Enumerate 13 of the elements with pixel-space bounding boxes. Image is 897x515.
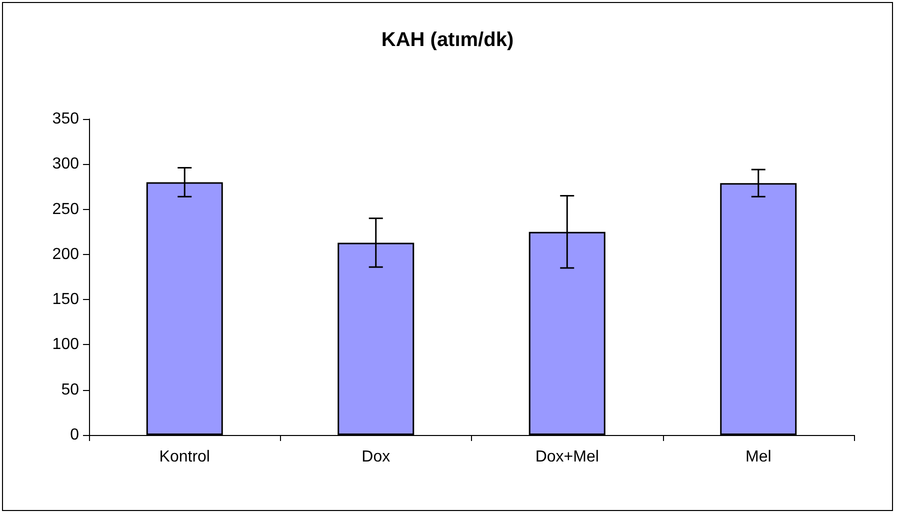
- x-tick-label: Mel: [745, 448, 772, 466]
- y-tick-label: 150: [52, 291, 80, 308]
- y-tick-label: 0: [70, 426, 80, 444]
- x-tick-label: Dox: [362, 448, 390, 466]
- chart-title: KAH (atım/dk): [381, 29, 514, 51]
- y-tick-label: 350: [52, 110, 80, 128]
- y-tick-label: 100: [52, 336, 80, 354]
- y-tick-label: 250: [52, 200, 80, 218]
- y-tick-label: 300: [52, 156, 80, 173]
- x-tick-label: Dox+Mel: [535, 448, 599, 466]
- x-tick-label: Kontrol: [159, 448, 210, 466]
- y-tick-label: 200: [52, 246, 80, 263]
- y-tick-label: 50: [61, 381, 80, 398]
